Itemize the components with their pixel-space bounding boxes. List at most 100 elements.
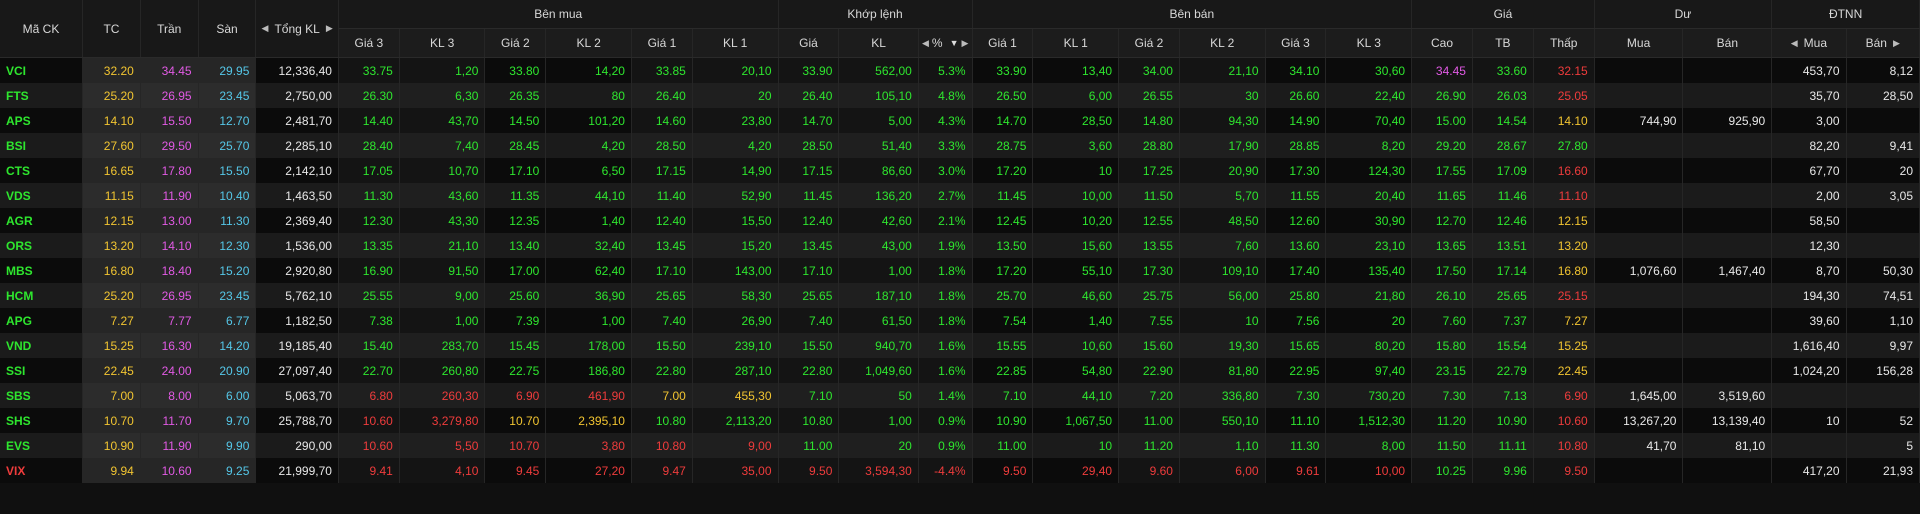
header-buy-price-2[interactable]: Giá 2: [484, 28, 547, 58]
stock-row[interactable]: CTS 16.65 17.80 15.50 2,142,10 17.05 10,70 17.1…: [0, 158, 1920, 183]
cell-ref: 16.65: [82, 158, 141, 183]
cell-symbol[interactable]: SSI: [0, 358, 84, 383]
header-ref[interactable]: TC: [82, 0, 141, 58]
cell-symbol[interactable]: FTS: [0, 83, 84, 108]
caret-left-icon[interactable]: ◀: [1790, 37, 1798, 48]
header-buy-vol-2[interactable]: KL 2: [545, 28, 632, 58]
header-matched-price[interactable]: Giá: [778, 28, 840, 58]
cell-remain-sell: [1682, 233, 1773, 258]
cell-matched-price: 15.50: [778, 333, 840, 358]
caret-right-icon[interactable]: ▶: [325, 23, 333, 33]
stock-row[interactable]: SBS 7.00 8.00 6.00 5,063,70 6.80 260,30 6.90 461…: [0, 383, 1920, 408]
stock-row[interactable]: SSI 22.45 24.00 20.90 27,097,40 22.70 260,80 22…: [0, 358, 1920, 383]
header-buy-price-1[interactable]: Giá 1: [631, 28, 693, 58]
cell-matched-pct: 3.3%: [918, 133, 973, 158]
header-foreign-buy[interactable]: ◀ Mua: [1771, 28, 1847, 58]
header-avg-label: TB: [1495, 36, 1511, 50]
cell-symbol[interactable]: APG: [0, 308, 84, 333]
stock-row[interactable]: ORS 13.20 14.10 12.30 1,536,00 13.35 21,10 13.4…: [0, 233, 1920, 258]
cell-symbol[interactable]: VIX: [0, 458, 84, 483]
stock-row[interactable]: VIX 9.94 10.60 9.25 21,999,70 9.41 4,10 9.45 27,…: [0, 458, 1920, 483]
cell-sell-vol-1: 54,80: [1032, 358, 1120, 383]
header-foreign-sell[interactable]: Bán ▶: [1846, 28, 1920, 58]
cell-floor: 23.45: [198, 283, 257, 308]
cell-foreign-sell: 52: [1846, 408, 1920, 433]
caret-left-icon[interactable]: ◀: [921, 37, 929, 48]
header-total-volume[interactable]: ◀ Tổng KL ▶: [255, 0, 339, 58]
cell-symbol[interactable]: VND: [0, 333, 84, 358]
stock-row[interactable]: APS 14.10 15.50 12.70 2,481,70 14.40 43,70 14.5…: [0, 108, 1920, 133]
stock-row[interactable]: EVS 10.90 11.90 9.90 290,00 10.60 5,50 10.70 3,8…: [0, 433, 1920, 458]
header-floor[interactable]: Sàn: [198, 0, 257, 58]
cell-buy-vol-2: 36,90: [545, 283, 632, 308]
cell-foreign-buy: 3,00: [1771, 108, 1847, 133]
header-buy-vol-3[interactable]: KL 3: [399, 28, 486, 58]
cell-buy-price-1: 28.50: [631, 133, 693, 158]
cell-symbol[interactable]: SBS: [0, 383, 84, 408]
cell-low: 16.80: [1533, 258, 1595, 283]
cell-remain-buy: 13,267,20: [1594, 408, 1684, 433]
header-sell-price-3[interactable]: Giá 3: [1265, 28, 1327, 58]
stock-row[interactable]: AGR 12.15 13.00 11.30 2,369,40 12.30 43,30 12.3…: [0, 208, 1920, 233]
cell-ceiling: 8.00: [140, 383, 199, 408]
header-high[interactable]: Cao: [1411, 28, 1473, 58]
header-sell-vol-3[interactable]: KL 3: [1325, 28, 1413, 58]
cell-ref: 32.20: [82, 57, 141, 83]
cell-symbol[interactable]: BSI: [0, 133, 84, 158]
header-symbol-label: Mã CK: [22, 21, 60, 36]
cell-symbol[interactable]: MBS: [0, 258, 84, 283]
header-matched-pct[interactable]: ◀ % ▼ ▶: [918, 28, 973, 58]
stock-row[interactable]: VCI 32.20 34.45 29.95 12,336,40 33.75 1,20 33.8…: [0, 57, 1920, 83]
cell-sell-vol-2: 20,90: [1179, 158, 1266, 183]
header-avg[interactable]: TB: [1472, 28, 1534, 58]
header-remain-sell[interactable]: Bán: [1682, 28, 1773, 58]
header-buy-price-3[interactable]: Giá 3: [338, 28, 400, 58]
cell-symbol[interactable]: VCI: [0, 57, 84, 83]
header-sell-price-1[interactable]: Giá 1: [972, 28, 1034, 58]
cell-symbol[interactable]: VDS: [0, 183, 84, 208]
cell-high: 23.15: [1411, 358, 1473, 383]
cell-symbol[interactable]: AGR: [0, 208, 84, 233]
cell-symbol[interactable]: EVS: [0, 433, 84, 458]
stock-row[interactable]: MBS 16.80 18.40 15.20 2,920,80 16.90 91,50 17.0…: [0, 258, 1920, 283]
stock-row[interactable]: SHS 10.70 11.70 9.70 25,788,70 10.60 3,279,80 1…: [0, 408, 1920, 433]
caret-right-icon[interactable]: ▶: [1892, 37, 1900, 48]
header-low[interactable]: Thấp: [1533, 28, 1595, 58]
header-symbol[interactable]: Mã CK: [0, 0, 84, 58]
cell-foreign-sell: [1846, 383, 1920, 408]
stock-row[interactable]: APG 7.27 7.77 6.77 1,182,50 7.38 1,00 7.39 1,00 7…: [0, 308, 1920, 333]
header-sell-price-2[interactable]: Giá 2: [1118, 28, 1180, 58]
cell-foreign-buy: [1771, 433, 1847, 458]
cell-low: 11.10: [1533, 183, 1595, 208]
cell-symbol[interactable]: HCM: [0, 283, 84, 308]
header-matched-vol[interactable]: KL: [838, 28, 919, 58]
cell-sell-price-3: 13.60: [1265, 233, 1327, 258]
header-sell-vol-1[interactable]: KL 1: [1032, 28, 1120, 58]
stock-row[interactable]: VDS 11.15 11.90 10.40 1,463,50 11.30 43,60 11.3…: [0, 183, 1920, 208]
stock-row[interactable]: HCM 25.20 26.95 23.45 5,762,10 25.55 9,00 25.60…: [0, 283, 1920, 308]
cell-symbol[interactable]: CTS: [0, 158, 84, 183]
cell-total-volume: 2,481,70: [255, 108, 339, 133]
cell-matched-pct: 1.6%: [918, 333, 973, 358]
caret-left-icon[interactable]: ◀: [261, 23, 269, 33]
cell-sell-vol-2: 5,70: [1179, 183, 1266, 208]
header-buy-vol-1[interactable]: KL 1: [692, 28, 779, 58]
stock-row[interactable]: FTS 25.20 26.95 23.45 2,750,00 26.30 6,30 26.35…: [0, 83, 1920, 108]
cell-low: 16.60: [1533, 158, 1595, 183]
cell-symbol[interactable]: ORS: [0, 233, 84, 258]
cell-sell-price-3: 17.40: [1265, 258, 1327, 283]
header-remain-buy[interactable]: Mua: [1594, 28, 1684, 58]
caret-right-icon[interactable]: ▶: [961, 37, 969, 48]
stock-row[interactable]: VND 15.25 16.30 14.20 19,185,40 15.40 283,70 15…: [0, 333, 1920, 358]
header-sell-vol-2[interactable]: KL 2: [1179, 28, 1266, 58]
sort-desc-icon[interactable]: ▼: [949, 38, 959, 48]
cell-total-volume: 2,920,80: [255, 258, 339, 283]
cell-avg: 9.96: [1472, 458, 1534, 483]
cell-sell-vol-2: 19,30: [1179, 333, 1266, 358]
header-ceiling[interactable]: Trần: [140, 0, 199, 58]
cell-buy-price-1: 15.50: [631, 333, 693, 358]
stock-row[interactable]: BSI 27.60 29.50 25.70 2,285,10 28.40 7,40 28.45…: [0, 133, 1920, 158]
cell-symbol[interactable]: APS: [0, 108, 84, 133]
cell-matched-price: 28.50: [778, 133, 840, 158]
cell-symbol[interactable]: SHS: [0, 408, 84, 433]
